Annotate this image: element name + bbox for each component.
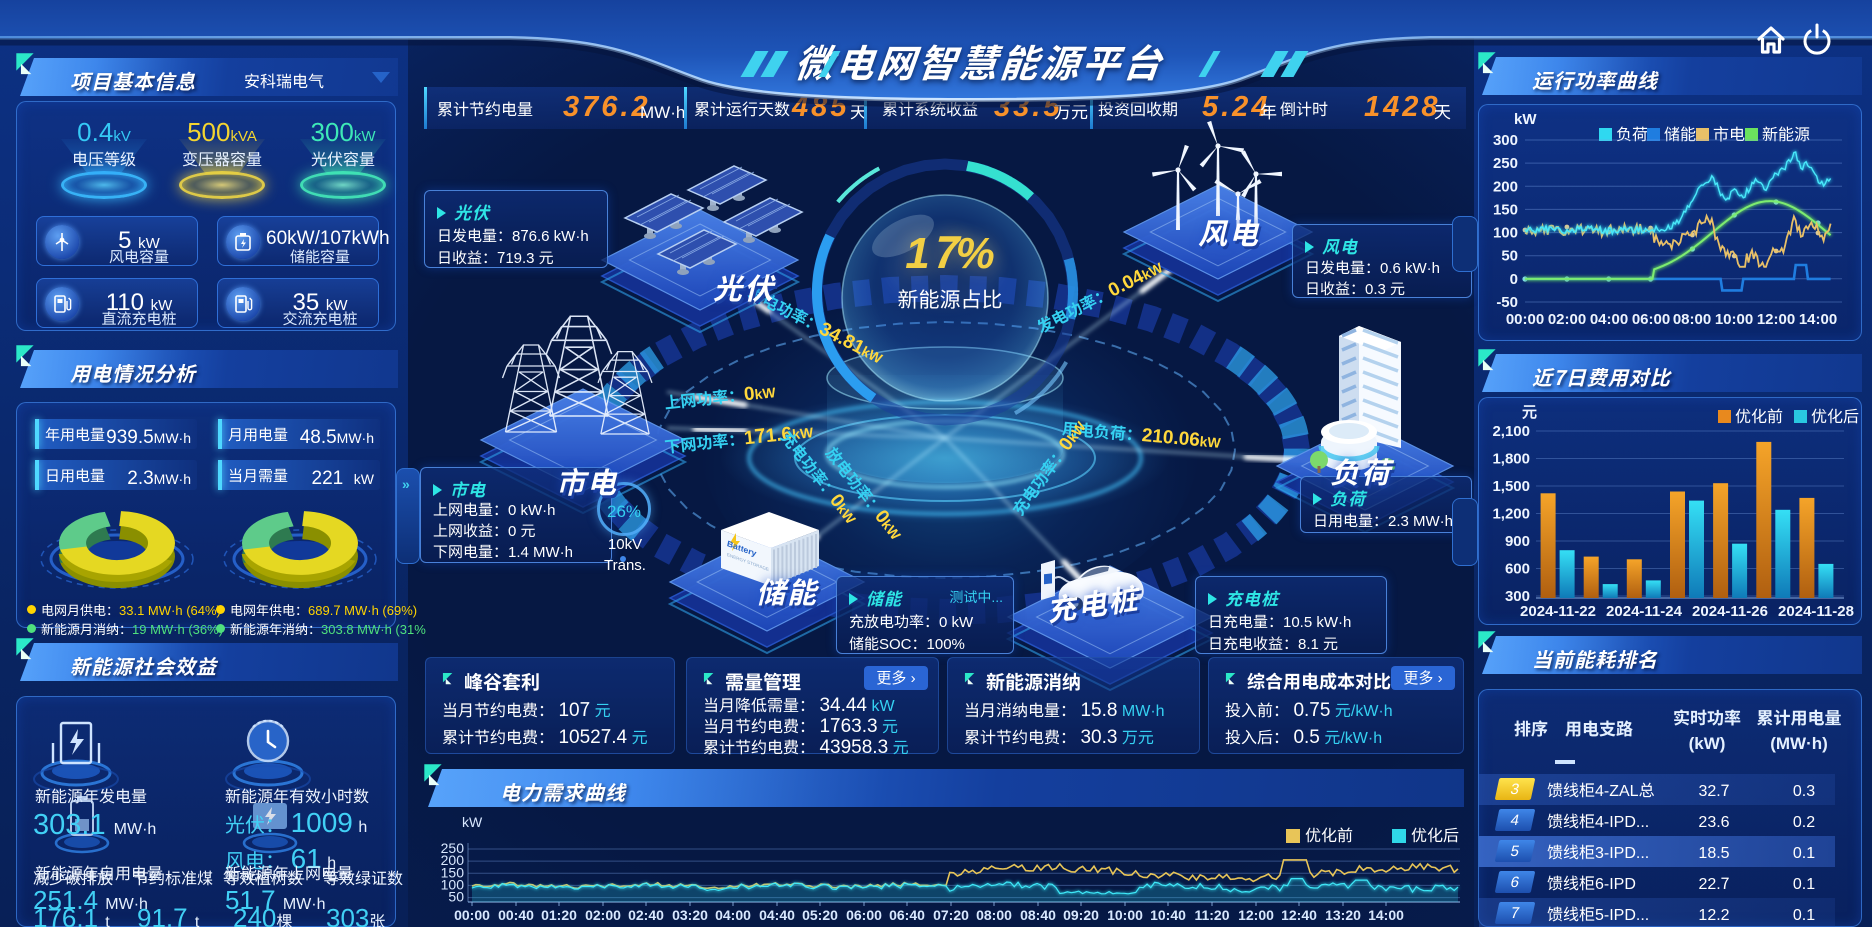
svg-text:08:00: 08:00 <box>1673 311 1711 328</box>
svg-text:1,800: 1,800 <box>1492 451 1530 468</box>
svg-text:元: 元 <box>1522 404 1537 421</box>
svg-text:12:40: 12:40 <box>1281 907 1317 923</box>
svg-text:0: 0 <box>1510 271 1518 288</box>
svg-text:1,500: 1,500 <box>1492 478 1530 495</box>
svg-text:14:00: 14:00 <box>1368 907 1404 923</box>
svg-text:市电: 市电 <box>1713 121 1745 145</box>
svg-text:11:20: 11:20 <box>1194 907 1229 923</box>
svg-text:03:20: 03:20 <box>672 907 708 923</box>
svg-text:150: 150 <box>441 864 465 880</box>
svg-text:14:00: 14:00 <box>1799 311 1837 328</box>
svg-text:06:40: 06:40 <box>889 907 925 923</box>
svg-text:04:40: 04:40 <box>759 907 795 923</box>
svg-text:04:00: 04:00 <box>715 907 751 923</box>
svg-text:01:20: 01:20 <box>541 907 577 923</box>
svg-text:06:00: 06:00 <box>1632 311 1670 328</box>
svg-text:02:00: 02:00 <box>585 907 621 923</box>
svg-text:10:40: 10:40 <box>1150 907 1186 923</box>
svg-text:06:00: 06:00 <box>846 907 882 923</box>
svg-text:13:20: 13:20 <box>1325 907 1361 923</box>
svg-text:900: 900 <box>1505 533 1530 550</box>
svg-text:250: 250 <box>1493 155 1518 172</box>
svg-text:08:40: 08:40 <box>1020 907 1056 923</box>
svg-text:负荷: 负荷 <box>1616 121 1648 145</box>
svg-text:优化前: 优化前 <box>1735 403 1783 427</box>
svg-text:12:00: 12:00 <box>1238 907 1274 923</box>
svg-text:04:00: 04:00 <box>1590 311 1628 328</box>
svg-text:12:00: 12:00 <box>1757 311 1795 328</box>
svg-text:10:00: 10:00 <box>1107 907 1143 923</box>
svg-text:07:20: 07:20 <box>933 907 969 923</box>
svg-text:250: 250 <box>441 840 465 856</box>
svg-text:100: 100 <box>1493 225 1518 242</box>
svg-text:kW: kW <box>1514 111 1537 128</box>
svg-text:2024-11-26: 2024-11-26 <box>1692 603 1768 620</box>
svg-text:08:00: 08:00 <box>976 907 1012 923</box>
svg-text:储能: 储能 <box>1664 121 1696 145</box>
svg-text:02:00: 02:00 <box>1548 311 1586 328</box>
svg-text:09:20: 09:20 <box>1063 907 1099 923</box>
svg-text:新能源: 新能源 <box>1762 121 1810 145</box>
svg-text:2024-11-24: 2024-11-24 <box>1606 603 1683 620</box>
svg-text:优化后: 优化后 <box>1411 822 1459 846</box>
svg-text:00:00: 00:00 <box>454 907 490 923</box>
svg-text:600: 600 <box>1505 561 1530 578</box>
svg-text:100: 100 <box>441 876 465 892</box>
svg-text:10:00: 10:00 <box>1715 311 1753 328</box>
svg-text:300: 300 <box>1505 588 1530 605</box>
svg-text:50: 50 <box>448 889 464 905</box>
svg-text:05:20: 05:20 <box>802 907 838 923</box>
svg-text:300: 300 <box>1493 132 1518 149</box>
svg-text:优化后: 优化后 <box>1811 403 1859 427</box>
svg-text:00:40: 00:40 <box>498 907 534 923</box>
svg-text:2024-11-28: 2024-11-28 <box>1778 603 1854 620</box>
svg-text:2024-11-22: 2024-11-22 <box>1520 603 1596 620</box>
svg-text:-50: -50 <box>1496 294 1518 311</box>
svg-text:50: 50 <box>1501 248 1518 265</box>
svg-text:150: 150 <box>1493 201 1518 218</box>
svg-text:1,200: 1,200 <box>1492 506 1530 523</box>
svg-text:2,100: 2,100 <box>1492 423 1530 440</box>
svg-text:优化前: 优化前 <box>1305 822 1353 846</box>
svg-text:200: 200 <box>441 852 465 868</box>
svg-text:02:40: 02:40 <box>628 907 664 923</box>
svg-text:00:00: 00:00 <box>1506 311 1544 328</box>
svg-text:kW: kW <box>462 814 483 830</box>
svg-text:200: 200 <box>1493 178 1518 195</box>
